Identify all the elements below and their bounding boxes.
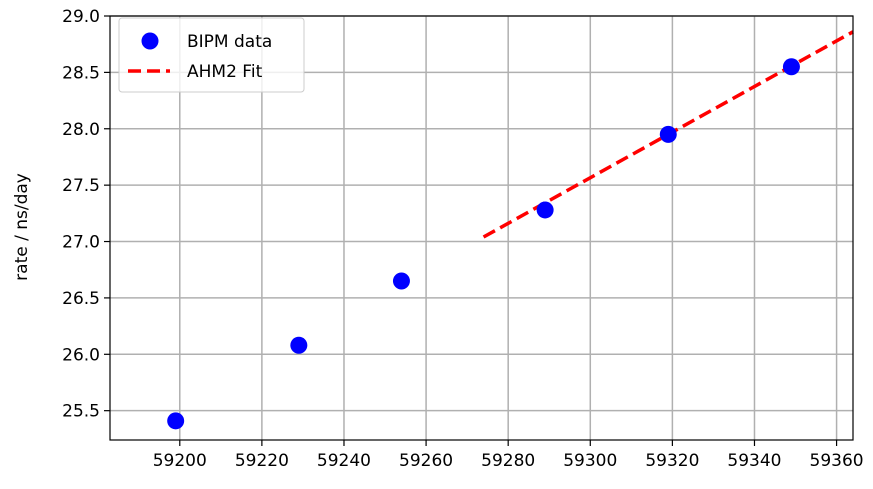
y-tick-label: 26.5 — [62, 289, 100, 309]
y-tick-label: 26.0 — [62, 345, 100, 365]
y-axis-label: rate / ns/day — [12, 173, 32, 281]
data-point — [782, 58, 800, 76]
x-tick-label: 59260 — [399, 451, 453, 471]
data-point — [536, 201, 554, 219]
y-tick-label: 27.5 — [62, 176, 100, 196]
legend: BIPM data AHM2 Fit — [118, 17, 305, 93]
data-point — [290, 336, 308, 354]
y-tick-label: 25.5 — [62, 402, 100, 422]
data-point — [659, 125, 677, 143]
data-point — [167, 412, 185, 430]
y-tick-label: 27.0 — [62, 233, 100, 253]
x-tick-label: 59240 — [317, 451, 371, 471]
x-tick-label: 59320 — [645, 451, 699, 471]
legend-label-bipm: BIPM data — [187, 32, 272, 52]
x-tick-label: 59340 — [727, 451, 781, 471]
plot-series — [167, 30, 854, 430]
y-tick-label: 29.0 — [62, 7, 100, 27]
legend-label-ahm2: AHM2 Fit — [187, 62, 263, 82]
legend-marker-bipm — [141, 32, 159, 50]
plot-frame — [109, 15, 854, 441]
legend-box — [118, 17, 305, 93]
y-tick-label: 28.0 — [62, 120, 100, 140]
y-tick-label: 28.5 — [62, 63, 100, 83]
data-point — [392, 272, 410, 290]
x-tick-label: 59280 — [481, 451, 535, 471]
x-tick-label: 59360 — [810, 451, 864, 471]
x-tick-label: 59300 — [563, 451, 617, 471]
axis-ticks: 59200 59220 59240 59260 59280 59300 59320 59340… — [62, 7, 863, 471]
x-tick-label: 59220 — [235, 451, 289, 471]
x-tick-label: 59200 — [153, 451, 207, 471]
